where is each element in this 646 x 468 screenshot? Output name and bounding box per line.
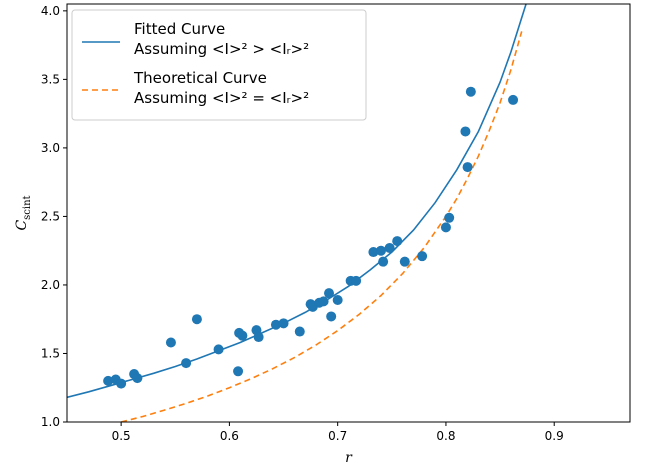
legend: Fitted Curve Assuming <I>² > <Iᵣ>² Theor…	[71, 9, 367, 121]
data-point	[399, 256, 410, 267]
data-point	[181, 358, 192, 369]
data-point	[103, 375, 114, 386]
data-point	[132, 373, 143, 384]
data-point	[326, 311, 337, 322]
data-point	[294, 326, 305, 337]
data-point	[375, 245, 386, 256]
data-point	[213, 344, 224, 355]
data-point	[368, 247, 379, 258]
axis-tick-labels: 0.5 0.6 0.7 0.8 0.9 1.0 1.5 2.0 2.5 3.0 3.5 4.0	[41, 4, 564, 443]
legend-theoretical-label: Theoretical Curve	[133, 69, 267, 87]
x-tick-label: 0.8	[436, 429, 455, 443]
data-point	[465, 86, 476, 97]
data-point	[462, 162, 473, 173]
y-tick-label: 3.5	[41, 72, 60, 86]
data-point	[318, 296, 329, 307]
data-point	[392, 236, 403, 247]
plot-frame	[66, 3, 631, 423]
data-point	[378, 256, 389, 267]
data-point	[324, 288, 335, 299]
legend-box	[71, 9, 367, 121]
data-point	[278, 318, 289, 329]
axis-ticks	[63, 10, 555, 426]
data-point	[444, 212, 455, 223]
x-axis-label: r	[345, 450, 353, 466]
data-point	[460, 126, 471, 137]
legend-theoretical-condition: Assuming <I>² = <Iᵣ>²	[134, 89, 309, 107]
data-point	[351, 275, 362, 286]
data-point	[417, 251, 428, 262]
x-tick-label: 0.7	[328, 429, 347, 443]
x-tick-label: 0.6	[220, 429, 239, 443]
data-point	[332, 295, 343, 306]
data-point	[253, 332, 264, 343]
data-point	[440, 222, 451, 233]
data-point	[237, 330, 248, 341]
data-point	[270, 319, 281, 330]
legend-fitted-label: Fitted Curve	[134, 20, 225, 38]
y-tick-label: 2.5	[41, 209, 60, 223]
legend-fitted-condition: Assuming <I>² > <Iᵣ>²	[134, 40, 309, 58]
data-point	[165, 337, 176, 348]
x-tick-label: 0.5	[112, 429, 131, 443]
x-tick-label: 0.9	[545, 429, 564, 443]
data-points	[103, 86, 519, 389]
data-point	[233, 366, 244, 377]
theoretical-curve-line	[120, 31, 523, 422]
data-point	[384, 242, 395, 253]
data-point	[191, 314, 202, 325]
data-point	[508, 94, 519, 105]
y-tick-label: 4.0	[41, 4, 60, 18]
y-tick-label: 1.5	[41, 346, 60, 360]
y-tick-label: 1.0	[41, 415, 60, 429]
y-tick-label: 3.0	[41, 141, 60, 155]
data-point	[116, 378, 127, 389]
y-tick-label: 2.0	[41, 278, 60, 292]
y-axis-label: Cscint	[14, 195, 33, 230]
